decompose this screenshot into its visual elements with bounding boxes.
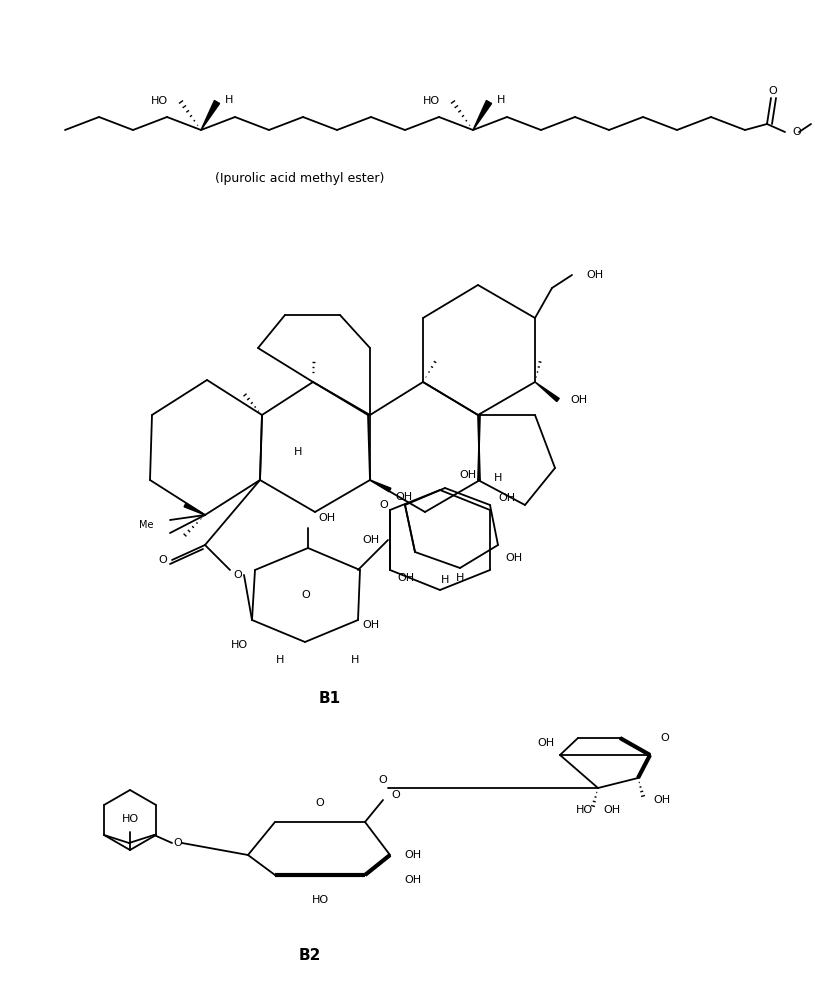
Text: OH: OH xyxy=(570,395,587,405)
Text: OH: OH xyxy=(653,795,670,805)
Text: HO: HO xyxy=(151,96,168,106)
Text: OH: OH xyxy=(603,805,620,815)
Text: (Ipurolic acid methyl ester): (Ipurolic acid methyl ester) xyxy=(215,171,385,184)
Text: H: H xyxy=(497,95,505,105)
Polygon shape xyxy=(201,101,219,130)
Text: H: H xyxy=(494,473,502,483)
Polygon shape xyxy=(535,382,559,401)
Text: O: O xyxy=(379,775,387,785)
Text: OH: OH xyxy=(586,270,603,280)
Polygon shape xyxy=(473,101,491,130)
Text: OH: OH xyxy=(395,492,412,502)
Text: H: H xyxy=(225,95,233,105)
Text: OH: OH xyxy=(498,493,515,503)
Text: HO: HO xyxy=(576,805,593,815)
Text: O: O xyxy=(660,733,669,743)
Text: O: O xyxy=(159,555,167,565)
Text: B1: B1 xyxy=(319,690,341,705)
Text: HO: HO xyxy=(423,96,440,106)
Text: O: O xyxy=(234,570,242,580)
Text: H: H xyxy=(456,573,465,583)
Text: H: H xyxy=(350,655,359,665)
Text: B2: B2 xyxy=(299,947,321,962)
Text: OH: OH xyxy=(398,573,415,583)
Text: Me: Me xyxy=(139,520,153,530)
Text: OH: OH xyxy=(362,620,379,630)
Text: OH: OH xyxy=(460,470,477,480)
Text: H: H xyxy=(294,447,302,457)
Text: O: O xyxy=(379,500,388,510)
Text: HO: HO xyxy=(311,895,328,905)
Text: O: O xyxy=(302,590,311,600)
Text: HO: HO xyxy=(121,814,139,824)
Text: O: O xyxy=(391,790,399,800)
Text: H: H xyxy=(275,655,284,665)
Text: H: H xyxy=(441,575,449,585)
Text: OH: OH xyxy=(362,535,379,545)
Text: OH: OH xyxy=(318,513,335,523)
Text: OH: OH xyxy=(538,738,555,748)
Text: HO: HO xyxy=(231,640,248,650)
Text: O: O xyxy=(792,127,801,137)
Text: O: O xyxy=(315,798,324,808)
Text: O: O xyxy=(769,86,778,96)
Polygon shape xyxy=(370,480,391,492)
Polygon shape xyxy=(184,503,205,515)
Text: OH: OH xyxy=(505,553,522,563)
Text: OH: OH xyxy=(404,875,421,885)
Text: O: O xyxy=(174,838,183,848)
Text: OH: OH xyxy=(404,850,421,860)
